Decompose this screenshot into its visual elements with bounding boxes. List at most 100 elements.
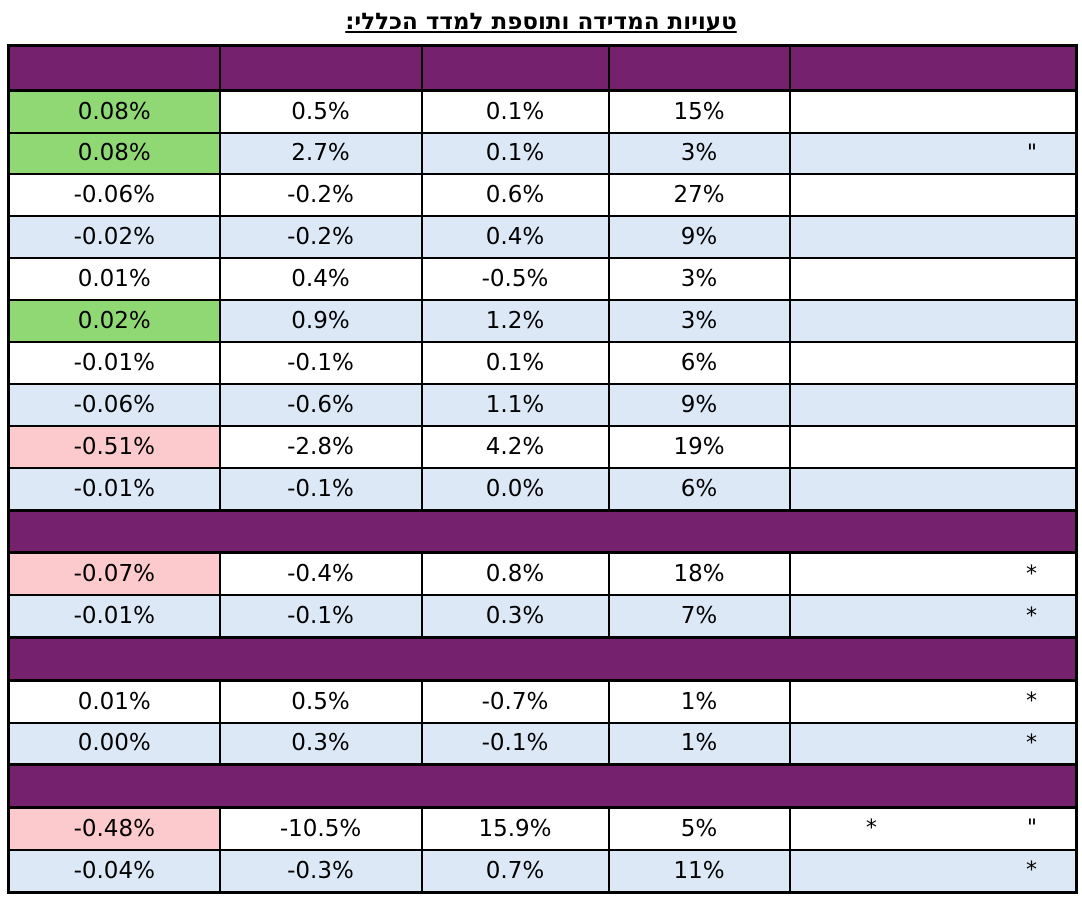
value-cell: 0.1% (420, 341, 610, 385)
value-cell: -0.2% (218, 173, 423, 218)
weight-cell: 11% (607, 848, 791, 894)
section-header-cell (7, 636, 1078, 682)
value-cell: 0.1% (420, 131, 610, 176)
component-name-cell: * (788, 551, 1078, 597)
value-cell: 0.8% (420, 551, 610, 597)
section-header-row (7, 763, 1078, 809)
component-name-quote: " (1026, 816, 1037, 842)
table-row: 0.01% 0.4% -0.5% 3% (7, 257, 1078, 302)
weight-cell: 9% (607, 382, 791, 427)
contribution-cell: -0.48% (7, 806, 221, 851)
contribution-cell: -0.01% (7, 466, 221, 512)
component-name-cell: * (788, 594, 1078, 639)
contribution-cell: 0.01% (7, 679, 221, 724)
component-name-cell (788, 215, 1078, 260)
contribution-cell: -0.01% (7, 341, 221, 385)
contribution-cell: -0.07% (7, 551, 221, 597)
component-name-cell (788, 173, 1078, 218)
component-name-cell: * (788, 848, 1078, 894)
value-cell: -0.1% (218, 341, 423, 385)
component-name-cell: * (788, 679, 1078, 724)
table-row: -0.01% -0.1% 0.1% 6% (7, 341, 1078, 385)
weight-cell: 27% (607, 173, 791, 218)
weight-cell: 18% (607, 551, 791, 597)
weight-cell: 1% (607, 721, 791, 766)
component-name-mark: * (865, 816, 877, 842)
value-cell: -0.5% (420, 257, 610, 302)
table-header-row (7, 44, 1078, 92)
contribution-cell: -0.02% (7, 215, 221, 260)
value-cell: 0.4% (218, 257, 423, 302)
value-cell: -0.3% (218, 848, 423, 894)
component-name-cell (788, 89, 1078, 134)
table-row: -0.04% -0.3% 0.7% 11% * (7, 848, 1078, 894)
value-cell: -0.6% (218, 382, 423, 427)
weight-cell: 1% (607, 679, 791, 724)
contribution-cell: 0.08% (7, 131, 221, 176)
contribution-cell: 0.00% (7, 721, 221, 766)
table-row: -0.06% -0.6% 1.1% 9% (7, 382, 1078, 427)
contribution-cell: 0.08% (7, 89, 221, 134)
value-cell: -0.1% (420, 721, 610, 766)
value-cell: 0.3% (218, 721, 423, 766)
section-header-cell (7, 508, 1078, 555)
contribution-cell: -0.51% (7, 424, 221, 469)
value-cell: -0.2% (218, 215, 423, 260)
value-cell: 0.9% (218, 299, 423, 344)
table-row: -0.51% -2.8% 4.2% 19% (7, 424, 1078, 469)
header-cell-1 (7, 44, 221, 92)
contribution-cell: 0.01% (7, 257, 221, 302)
component-name-cell (788, 466, 1078, 512)
weight-cell: 3% (607, 257, 791, 302)
table-row: 0.08% 0.5% 0.1% 15% (7, 89, 1078, 134)
component-name-cell (788, 257, 1078, 302)
value-cell: 0.6% (420, 173, 610, 218)
value-cell: 0.7% (420, 848, 610, 894)
value-cell: -10.5% (218, 806, 423, 851)
table-row: 0.08% 2.7% 0.1% 3% " (7, 131, 1078, 176)
table-row: 0.01% 0.5% -0.7% 1% * (7, 679, 1078, 724)
measurement-errors-table: 0.08% 0.5% 0.1% 15% 0.08% 2.7% 0.1% 3% "… (7, 44, 1078, 894)
weight-cell: 9% (607, 215, 791, 260)
contribution-cell: -0.06% (7, 173, 221, 218)
value-cell: -0.1% (218, 594, 423, 639)
weight-cell: 3% (607, 131, 791, 176)
table-row: -0.06% -0.2% 0.6% 27% (7, 173, 1078, 218)
header-cell-2 (218, 44, 423, 92)
contribution-cell: -0.06% (7, 382, 221, 427)
component-name-cell: * (788, 721, 1078, 766)
weight-cell: 7% (607, 594, 791, 639)
section-header-row (7, 508, 1078, 555)
value-cell: 0.0% (420, 466, 610, 512)
value-cell: 0.5% (218, 679, 423, 724)
table-row: 0.00% 0.3% -0.1% 1% * (7, 721, 1078, 766)
value-cell: 1.2% (420, 299, 610, 344)
value-cell: 0.3% (420, 594, 610, 639)
table-row: -0.48% -10.5% 15.9% 5% * " (7, 806, 1078, 851)
weight-cell: 15% (607, 89, 791, 134)
table-title: טעויות המדידה ותוספת למדד הכללי: (345, 9, 737, 35)
table-row: 0.02% 0.9% 1.2% 3% (7, 299, 1078, 344)
component-name-cell (788, 382, 1078, 427)
value-cell: -0.4% (218, 551, 423, 597)
weight-cell: 6% (607, 341, 791, 385)
component-name-cell (788, 299, 1078, 344)
weight-cell: 19% (607, 424, 791, 469)
value-cell: -0.7% (420, 679, 610, 724)
component-name-cell: " (788, 131, 1078, 176)
weight-cell: 5% (607, 806, 791, 851)
value-cell: 2.7% (218, 131, 423, 176)
component-name-cell (788, 424, 1078, 469)
weight-cell: 3% (607, 299, 791, 344)
contribution-cell: -0.01% (7, 594, 221, 639)
value-cell: 0.5% (218, 89, 423, 134)
value-cell: 1.1% (420, 382, 610, 427)
header-cell-4 (607, 44, 791, 92)
contribution-cell: 0.02% (7, 299, 221, 344)
header-cell-5 (788, 44, 1078, 92)
section-header-cell (7, 763, 1078, 809)
weight-cell: 6% (607, 466, 791, 512)
value-cell: 0.4% (420, 215, 610, 260)
table-row: -0.01% -0.1% 0.3% 7% * (7, 594, 1078, 639)
component-name-cell: * " (788, 806, 1078, 851)
